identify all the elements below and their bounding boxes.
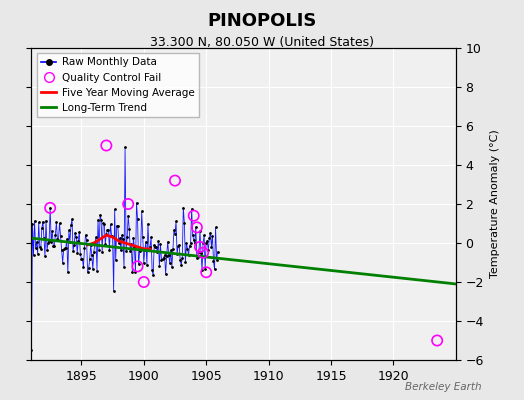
Point [433,337,441,344]
Point [193,224,201,230]
Point [171,178,179,184]
Point [139,279,148,285]
Point [124,201,133,207]
Point [133,263,141,270]
Point [196,244,204,250]
Text: Berkeley Earth: Berkeley Earth [406,382,482,392]
Legend: Raw Monthly Data, Quality Control Fail, Five Year Moving Average, Long-Term Tren: Raw Monthly Data, Quality Control Fail, … [37,53,199,117]
Text: PINOPOLIS: PINOPOLIS [208,12,316,30]
Text: 33.300 N, 80.050 W (United States): 33.300 N, 80.050 W (United States) [150,36,374,49]
Point [199,250,208,256]
Point [102,142,111,149]
Point [190,212,198,219]
Point [46,205,54,211]
Point [202,269,211,276]
Y-axis label: Temperature Anomaly (°C): Temperature Anomaly (°C) [489,130,499,278]
